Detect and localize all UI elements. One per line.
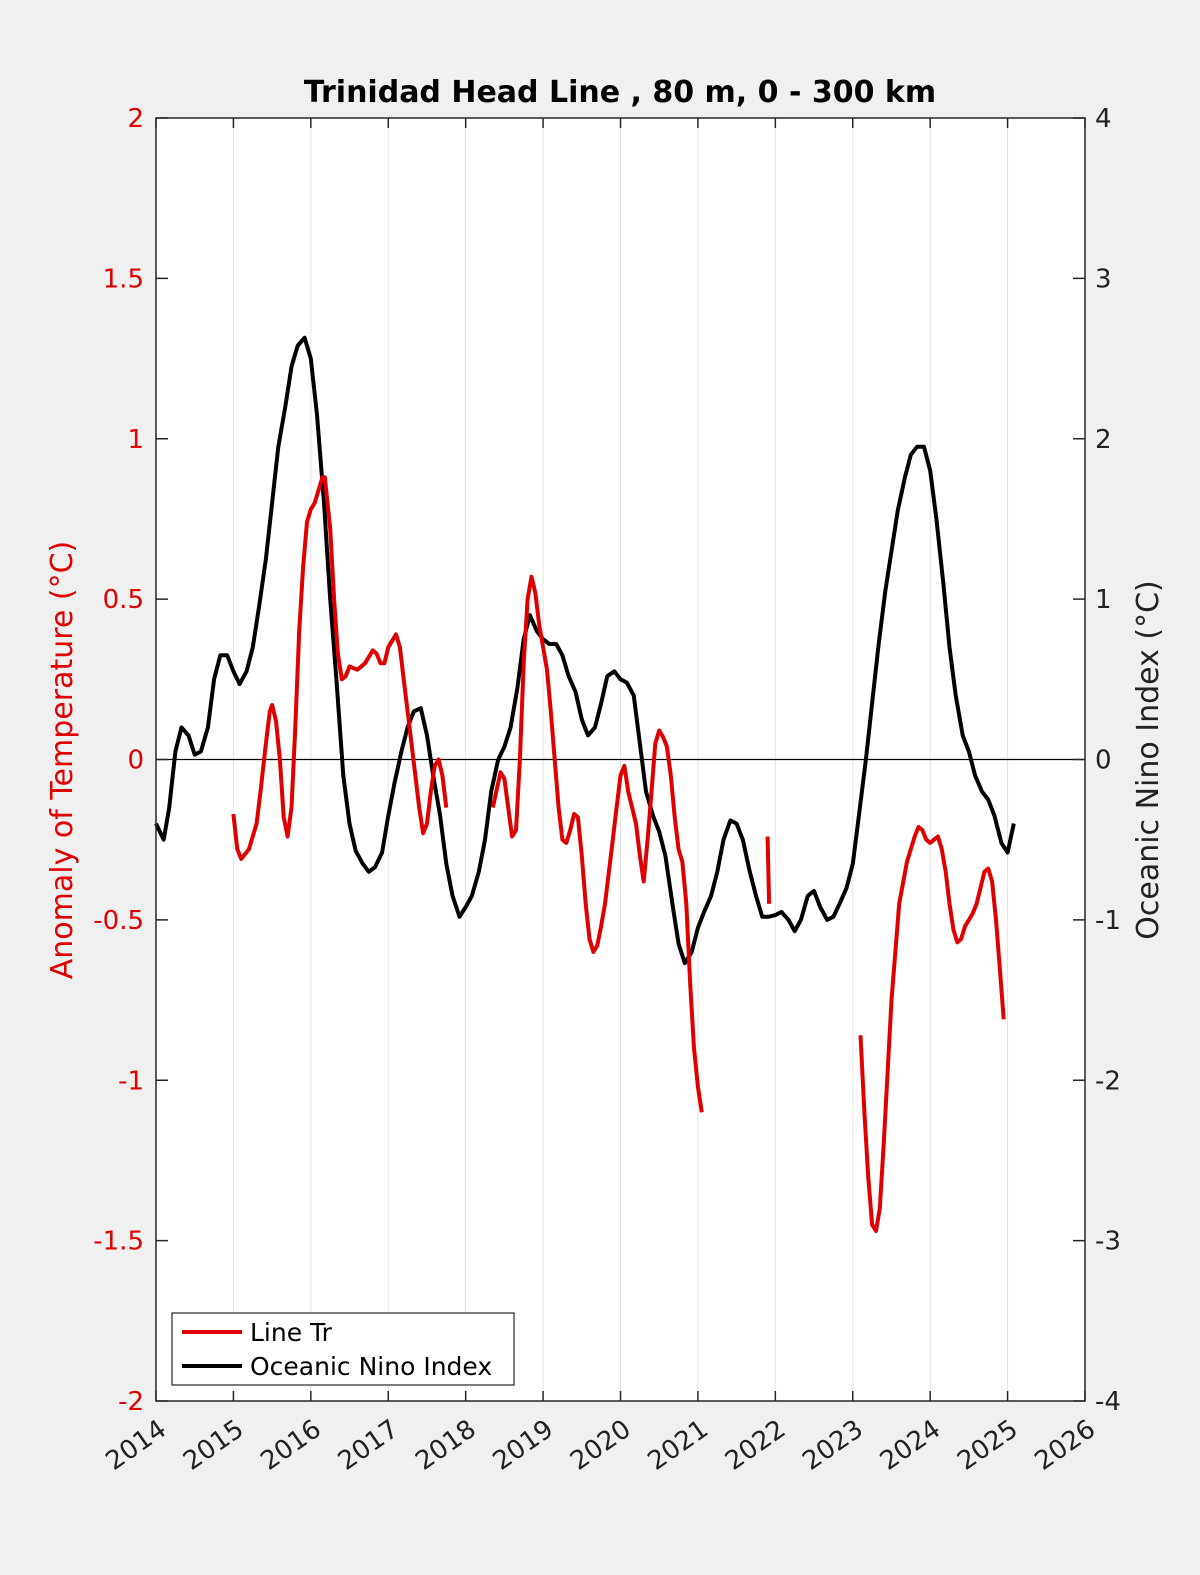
x-tick-label: 2014: [101, 1414, 172, 1477]
y2-tick-label: 0: [1095, 746, 1112, 776]
line-tr-segment-3: [858, 824, 1006, 1233]
series-layer: [154, 335, 1016, 1233]
line-tr-segment-2: [765, 836, 772, 904]
x-tick-label: 2023: [797, 1414, 868, 1477]
x-tick-label: 2025: [952, 1414, 1023, 1477]
right-axis-label: Oceanic Nino Index (°C): [1131, 580, 1166, 940]
x-tick-label: 2015: [178, 1414, 249, 1477]
y-tick-label: 1: [127, 425, 144, 455]
x-tick-label: 2019: [488, 1414, 559, 1477]
y-tick-label: 0.5: [103, 585, 144, 615]
line-tr-segment-0: [231, 475, 449, 861]
y-tick-label: -1.5: [93, 1227, 144, 1257]
y2-tick-label: -2: [1095, 1066, 1121, 1096]
x-tick-label: 2017: [333, 1414, 404, 1477]
y-tick-label: -0.5: [93, 906, 144, 936]
y2-tick-label: 2: [1095, 425, 1112, 455]
y2-tick-label: 4: [1095, 104, 1112, 134]
y2-tick-label: 1: [1095, 585, 1112, 615]
line-tr-segment-1: [490, 574, 704, 1113]
x-tick-label: 2022: [720, 1414, 791, 1477]
legend-label-line-tr: Line Tr: [250, 1318, 333, 1347]
right-axis: -4 -3 -2 -1 0 1 2 3 4: [1073, 104, 1121, 1417]
legend-box: [171, 1312, 515, 1386]
y-tick-label: 1.5: [103, 264, 144, 294]
y2-tick-label: 3: [1095, 264, 1112, 294]
y-tick-label: -2: [118, 1387, 144, 1417]
x-tick-label: 2020: [565, 1414, 636, 1477]
x-tick-label: 2018: [410, 1414, 481, 1477]
left-axis-label: Anomaly of Temperature (°C): [45, 541, 80, 980]
y-tick-label: 0: [127, 746, 144, 776]
x-tick-label: 2024: [875, 1414, 946, 1477]
x-tick-label: 2016: [255, 1414, 326, 1477]
y-tick-label: 2: [127, 104, 144, 134]
x-tick-label: 2021: [643, 1414, 714, 1477]
y2-tick-label: -4: [1095, 1387, 1121, 1417]
left-axis: -2 -1.5 -1 -0.5 0 0.5 1 1.5 2: [93, 104, 168, 1417]
legend: Line Tr Oceanic Nino Index: [171, 1312, 515, 1386]
legend-label-oni: Oceanic Nino Index: [250, 1352, 492, 1381]
chart-title: Trinidad Head Line , 80 m, 0 - 300 km: [304, 75, 936, 110]
oni-segment-0: [154, 335, 1016, 966]
x-tick-label: 2026: [1030, 1414, 1101, 1477]
y2-tick-label: -3: [1095, 1227, 1121, 1257]
y2-tick-label: -1: [1095, 906, 1121, 936]
y-tick-label: -1: [118, 1066, 144, 1096]
